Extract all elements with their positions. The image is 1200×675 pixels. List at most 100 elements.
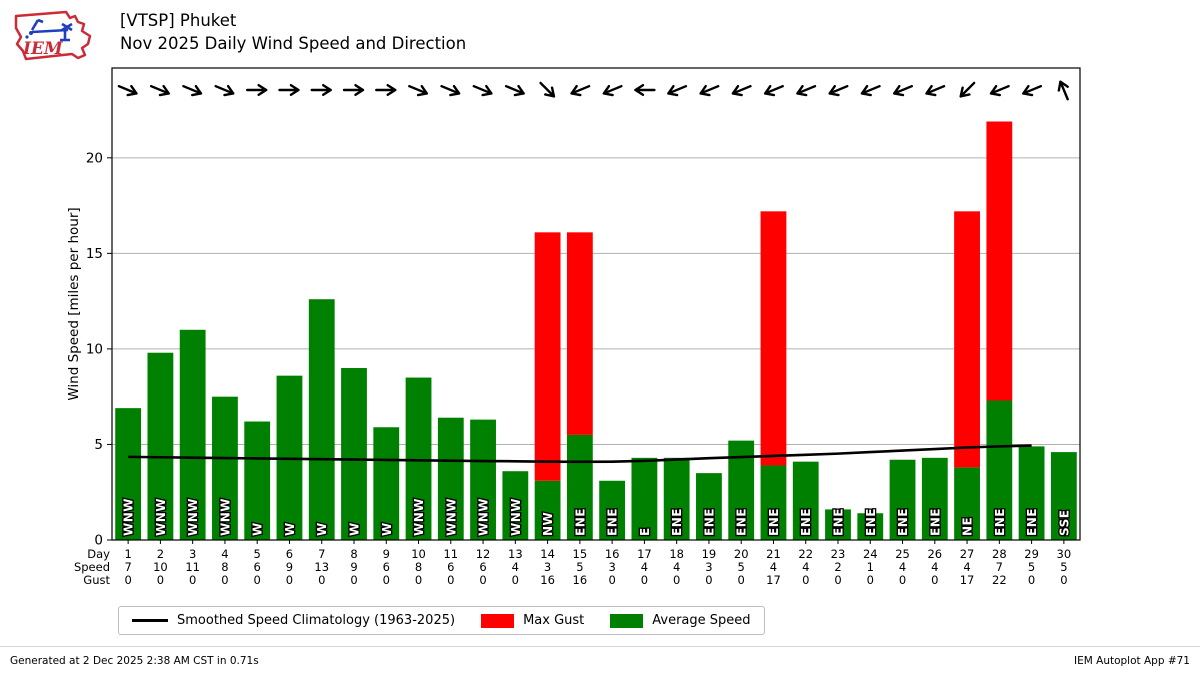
direction-label: ENE bbox=[799, 508, 813, 536]
direction-label: W bbox=[251, 522, 265, 536]
x-row-label: Day bbox=[87, 547, 110, 561]
direction-label: ENE bbox=[767, 508, 781, 536]
wind-direction-arrow bbox=[602, 84, 623, 97]
x-row-value: 9 bbox=[383, 547, 390, 561]
x-row-value: 16 bbox=[605, 547, 620, 561]
avg-speed-bar bbox=[760, 465, 787, 540]
wind-direction-arrow bbox=[182, 84, 203, 97]
gust-bar bbox=[986, 121, 1013, 401]
x-row-value: 4 bbox=[963, 560, 970, 574]
climatology-line bbox=[128, 444, 1032, 464]
climatology-line-swatch bbox=[132, 619, 168, 622]
x-row-value: 13 bbox=[508, 547, 523, 561]
avg-speed-bar bbox=[341, 368, 367, 540]
x-row-value: 0 bbox=[899, 573, 906, 587]
avg-speed-bar bbox=[308, 299, 335, 540]
x-row-value: 19 bbox=[702, 547, 717, 561]
avg-speed-bar bbox=[534, 480, 561, 540]
x-row-value: 4 bbox=[221, 547, 228, 561]
legend-label-average-speed: Average Speed bbox=[652, 613, 751, 628]
app-credit: IEM Autoplot App #71 bbox=[1074, 655, 1190, 667]
x-row-value: 7 bbox=[996, 560, 1003, 574]
x-row-value: 0 bbox=[350, 573, 357, 587]
avg-speed-bar bbox=[244, 421, 271, 540]
avg-speed-bar bbox=[889, 459, 916, 540]
avg-speed-bar bbox=[857, 513, 884, 540]
y-tick-label: 0 bbox=[94, 533, 103, 549]
wind-direction-arrow bbox=[763, 84, 784, 97]
max-gust-swatch bbox=[481, 613, 515, 628]
gust-bar bbox=[954, 211, 980, 468]
x-row-value: 0 bbox=[867, 573, 874, 587]
x-row-value: 0 bbox=[641, 573, 648, 587]
direction-label: WNW bbox=[477, 498, 491, 536]
wind-direction-arrow bbox=[504, 84, 525, 97]
x-row-value: 4 bbox=[770, 560, 777, 574]
direction-label: WNW bbox=[186, 498, 200, 536]
y-tick-label: 15 bbox=[86, 246, 103, 262]
avg-speed-bar bbox=[437, 417, 464, 540]
wind-direction-arrow bbox=[828, 84, 849, 97]
x-row-value: 4 bbox=[641, 560, 648, 574]
wind-direction-arrow bbox=[959, 81, 976, 98]
generated-timestamp: Generated at 2 Dec 2025 2:38 AM CST in 0… bbox=[10, 655, 259, 667]
x-row-value: 0 bbox=[254, 573, 261, 587]
direction-label: W bbox=[283, 522, 297, 536]
x-row-label: Gust bbox=[83, 573, 110, 587]
x-row-value: 4 bbox=[931, 560, 938, 574]
wind-direction-arrow bbox=[667, 84, 688, 97]
x-row-value: 11 bbox=[443, 547, 458, 561]
wind-direction-arrow bbox=[117, 84, 138, 97]
avg-speed-bar bbox=[986, 400, 1013, 540]
weather-vane-icon bbox=[25, 18, 73, 42]
footer: Generated at 2 Dec 2025 2:38 AM CST in 0… bbox=[0, 646, 1200, 675]
x-row-value: 6 bbox=[286, 547, 293, 561]
x-row-value: 0 bbox=[318, 573, 325, 587]
logo-text: IEM bbox=[22, 39, 64, 59]
x-row-value: 5 bbox=[576, 560, 583, 574]
x-row-value: 17 bbox=[637, 547, 652, 561]
wind-direction-arrow bbox=[472, 84, 493, 97]
x-row-value: 0 bbox=[189, 573, 196, 587]
wind-direction-arrow bbox=[440, 84, 461, 97]
x-row-value: 0 bbox=[512, 573, 519, 587]
avg-speed-bar bbox=[696, 473, 722, 540]
wind-direction-arrow bbox=[149, 84, 170, 97]
x-row-value: 16 bbox=[540, 573, 555, 587]
avg-speed-bar bbox=[147, 352, 174, 540]
avg-speed-bar bbox=[599, 480, 626, 540]
gust-bar bbox=[534, 232, 561, 481]
avg-speed-bar bbox=[115, 408, 142, 540]
wind-direction-arrow bbox=[1022, 84, 1043, 97]
x-row-value: 0 bbox=[608, 573, 615, 587]
direction-label: ENE bbox=[702, 508, 716, 536]
direction-label: E bbox=[638, 527, 652, 536]
x-row-value: 5 bbox=[738, 560, 745, 574]
x-row-value: 0 bbox=[931, 573, 938, 587]
x-row-value: 1 bbox=[867, 560, 874, 574]
x-row-value: 4 bbox=[512, 560, 519, 574]
x-row-value: 17 bbox=[960, 573, 975, 587]
x-row-value: 23 bbox=[831, 547, 846, 561]
x-row-value: 0 bbox=[479, 573, 486, 587]
direction-label: WNW bbox=[122, 498, 136, 536]
x-row-value: 0 bbox=[802, 573, 809, 587]
x-row-value: 0 bbox=[415, 573, 422, 587]
avg-speed-bar bbox=[179, 329, 206, 540]
x-row-value: 9 bbox=[286, 560, 293, 574]
chart-header: [VTSP] Phuket Nov 2025 Daily Wind Speed … bbox=[120, 9, 466, 56]
x-row-value: 9 bbox=[350, 560, 357, 574]
x-row-value: 1 bbox=[124, 547, 131, 561]
x-row-value: 0 bbox=[383, 573, 390, 587]
avg-speed-bar bbox=[631, 457, 658, 540]
x-row-value: 13 bbox=[314, 560, 329, 574]
x-row-value: 5 bbox=[254, 547, 261, 561]
plot-frame bbox=[111, 67, 1081, 541]
legend-item-average-speed: Average Speed bbox=[610, 613, 751, 628]
x-row-value: 11 bbox=[185, 560, 200, 574]
x-row-value: 0 bbox=[673, 573, 680, 587]
x-row-value: 26 bbox=[927, 547, 942, 561]
x-row-value: 4 bbox=[899, 560, 906, 574]
direction-label: W bbox=[348, 522, 362, 536]
direction-label: ENE bbox=[573, 508, 587, 536]
